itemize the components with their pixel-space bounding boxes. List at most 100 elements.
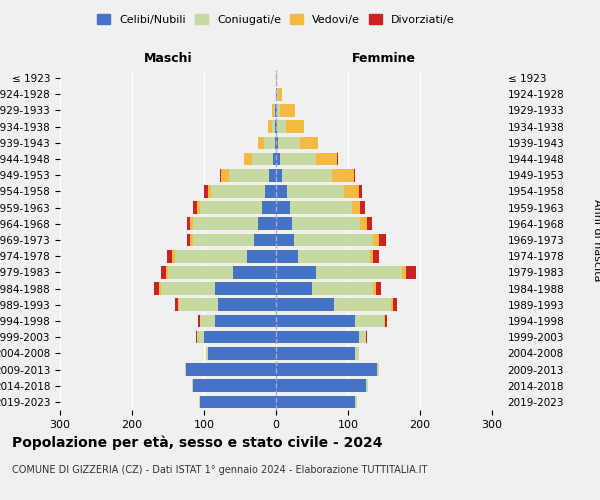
Bar bbox=[276, 266, 316, 278]
Bar bbox=[265, 185, 276, 198]
Bar bbox=[355, 314, 384, 328]
Text: COMUNE DI GIZZERIA (CZ) - Dati ISTAT 1° gennaio 2024 - Elaborazione TUTTITALIA.I: COMUNE DI GIZZERIA (CZ) - Dati ISTAT 1° … bbox=[12, 465, 427, 475]
Bar bbox=[276, 298, 334, 311]
Bar bbox=[282, 169, 332, 181]
Bar bbox=[276, 202, 290, 214]
Bar bbox=[168, 266, 233, 278]
Bar bbox=[384, 314, 385, 328]
Bar bbox=[218, 298, 276, 311]
Bar bbox=[200, 396, 276, 408]
Bar bbox=[300, 136, 318, 149]
Bar bbox=[379, 234, 386, 246]
Legend: Celibi/Nubili, Coniugati/e, Vedovi/e, Divorziati/e: Celibi/Nubili, Coniugati/e, Vedovi/e, Di… bbox=[94, 10, 458, 28]
Bar bbox=[276, 250, 298, 262]
Bar bbox=[186, 363, 276, 376]
Bar bbox=[402, 266, 406, 278]
Bar bbox=[292, 218, 360, 230]
Bar bbox=[276, 136, 278, 149]
Bar bbox=[200, 202, 262, 214]
Bar bbox=[290, 202, 352, 214]
Bar bbox=[359, 185, 362, 198]
Bar bbox=[373, 282, 376, 295]
Bar bbox=[268, 120, 272, 133]
Bar bbox=[258, 218, 276, 230]
Bar bbox=[276, 88, 277, 101]
Bar bbox=[278, 136, 300, 149]
Bar bbox=[280, 152, 316, 166]
Bar bbox=[215, 282, 276, 295]
Bar bbox=[280, 104, 295, 117]
Bar bbox=[179, 298, 218, 311]
Bar bbox=[275, 120, 276, 133]
Bar bbox=[391, 298, 394, 311]
Bar bbox=[276, 331, 359, 344]
Bar bbox=[190, 234, 193, 246]
Bar bbox=[373, 250, 379, 262]
Bar bbox=[370, 250, 373, 262]
Bar bbox=[178, 298, 179, 311]
Text: Maschi: Maschi bbox=[143, 52, 193, 65]
Bar bbox=[366, 380, 368, 392]
Bar bbox=[175, 250, 247, 262]
Bar bbox=[276, 104, 277, 117]
Bar bbox=[406, 266, 416, 278]
Bar bbox=[269, 169, 276, 181]
Bar bbox=[276, 234, 294, 246]
Bar bbox=[276, 185, 287, 198]
Bar bbox=[192, 380, 193, 392]
Bar bbox=[376, 282, 381, 295]
Bar bbox=[215, 314, 276, 328]
Bar bbox=[360, 202, 365, 214]
Bar bbox=[247, 250, 276, 262]
Bar bbox=[373, 234, 379, 246]
Bar bbox=[166, 266, 168, 278]
Bar bbox=[287, 185, 344, 198]
Bar bbox=[272, 104, 274, 117]
Bar bbox=[220, 169, 221, 181]
Bar bbox=[276, 152, 280, 166]
Bar bbox=[229, 169, 269, 181]
Bar bbox=[211, 185, 265, 198]
Bar bbox=[196, 331, 197, 344]
Bar bbox=[277, 88, 278, 101]
Bar bbox=[193, 202, 197, 214]
Bar bbox=[377, 363, 379, 376]
Bar bbox=[244, 152, 251, 166]
Bar bbox=[354, 169, 355, 181]
Bar bbox=[276, 218, 292, 230]
Bar bbox=[198, 314, 200, 328]
Bar bbox=[197, 331, 204, 344]
Bar bbox=[160, 282, 161, 295]
Bar bbox=[359, 331, 366, 344]
Bar bbox=[344, 185, 359, 198]
Bar bbox=[273, 152, 276, 166]
Bar bbox=[208, 347, 276, 360]
Bar bbox=[276, 282, 312, 295]
Bar bbox=[276, 72, 277, 85]
Bar bbox=[254, 234, 276, 246]
Bar bbox=[276, 120, 277, 133]
Bar bbox=[193, 380, 276, 392]
Bar bbox=[352, 202, 360, 214]
Bar bbox=[276, 363, 377, 376]
Bar bbox=[172, 250, 175, 262]
Bar bbox=[274, 104, 275, 117]
Text: Femmine: Femmine bbox=[352, 52, 416, 65]
Bar bbox=[278, 88, 282, 101]
Bar bbox=[276, 347, 355, 360]
Bar bbox=[264, 136, 275, 149]
Bar bbox=[208, 185, 211, 198]
Bar bbox=[275, 104, 276, 117]
Bar bbox=[298, 250, 370, 262]
Bar bbox=[276, 396, 355, 408]
Bar bbox=[167, 250, 172, 262]
Bar bbox=[185, 363, 186, 376]
Bar bbox=[197, 202, 200, 214]
Bar bbox=[187, 234, 190, 246]
Bar bbox=[294, 234, 373, 246]
Bar bbox=[193, 234, 254, 246]
Bar bbox=[316, 266, 402, 278]
Bar bbox=[206, 347, 208, 360]
Bar bbox=[193, 218, 258, 230]
Bar bbox=[161, 282, 215, 295]
